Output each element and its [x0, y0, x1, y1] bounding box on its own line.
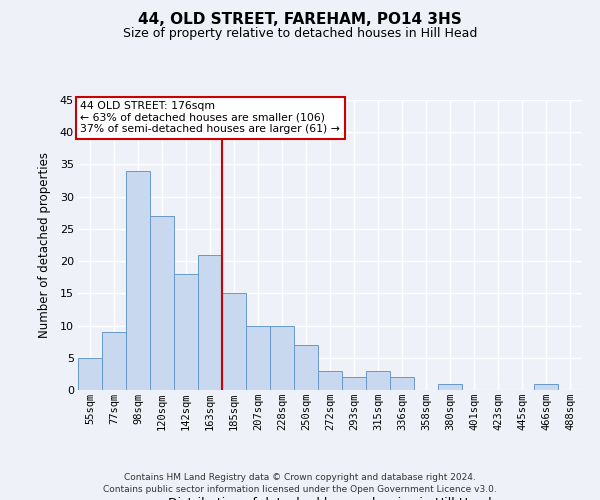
Bar — [294, 345, 318, 390]
Y-axis label: Number of detached properties: Number of detached properties — [38, 152, 52, 338]
Bar — [246, 326, 270, 390]
Text: Size of property relative to detached houses in Hill Head: Size of property relative to detached ho… — [123, 28, 477, 40]
Bar — [78, 358, 102, 390]
Bar — [390, 377, 414, 390]
Text: Contains public sector information licensed under the Open Government Licence v3: Contains public sector information licen… — [103, 485, 497, 494]
X-axis label: Distribution of detached houses by size in Hill Head: Distribution of detached houses by size … — [168, 497, 492, 500]
Bar — [366, 370, 390, 390]
Bar — [270, 326, 294, 390]
Bar — [126, 171, 150, 390]
Text: Contains HM Land Registry data © Crown copyright and database right 2024.: Contains HM Land Registry data © Crown c… — [124, 474, 476, 482]
Bar — [150, 216, 174, 390]
Bar — [534, 384, 558, 390]
Bar — [102, 332, 126, 390]
Bar — [198, 254, 222, 390]
Text: 44 OLD STREET: 176sqm
← 63% of detached houses are smaller (106)
37% of semi-det: 44 OLD STREET: 176sqm ← 63% of detached … — [80, 102, 340, 134]
Bar — [342, 377, 366, 390]
Bar — [222, 294, 246, 390]
Text: 44, OLD STREET, FAREHAM, PO14 3HS: 44, OLD STREET, FAREHAM, PO14 3HS — [138, 12, 462, 28]
Bar — [174, 274, 198, 390]
Bar — [318, 370, 342, 390]
Bar — [438, 384, 462, 390]
